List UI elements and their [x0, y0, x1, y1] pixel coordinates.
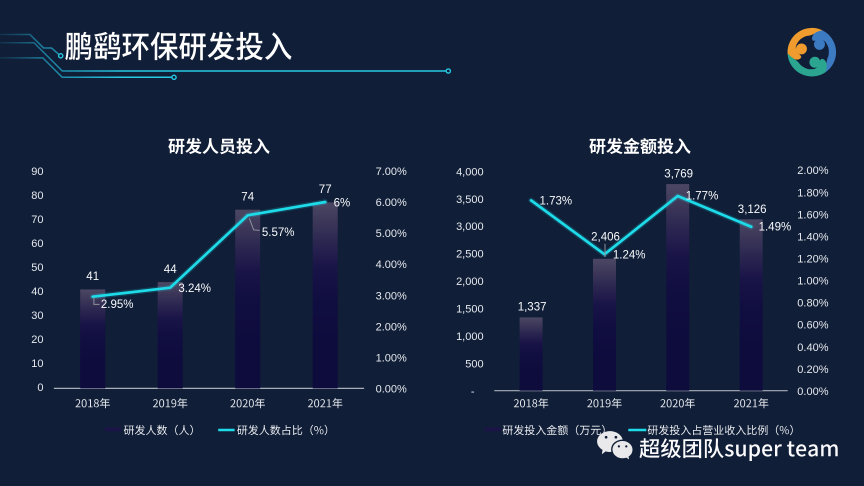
svg-text:3,500: 3,500 [456, 194, 484, 206]
svg-text:74: 74 [241, 191, 254, 203]
svg-text:1,500: 1,500 [456, 304, 484, 316]
svg-text:0.00%: 0.00% [376, 384, 407, 396]
svg-text:3.00%: 3.00% [376, 290, 407, 302]
svg-text:41: 41 [86, 271, 99, 283]
svg-text:3.24%: 3.24% [178, 283, 211, 295]
svg-text:-: - [471, 386, 475, 398]
svg-text:1,337: 1,337 [518, 302, 547, 314]
svg-text:6.00%: 6.00% [376, 197, 407, 209]
svg-text:1.00%: 1.00% [376, 353, 407, 365]
svg-text:90: 90 [31, 166, 43, 178]
svg-text:3,769: 3,769 [664, 168, 693, 180]
svg-text:77: 77 [319, 184, 332, 196]
svg-text:1.73%: 1.73% [540, 195, 573, 207]
svg-text:3,000: 3,000 [456, 221, 484, 233]
svg-text:30: 30 [31, 310, 43, 322]
svg-text:0.60%: 0.60% [797, 320, 828, 332]
svg-text:1,000: 1,000 [456, 331, 484, 343]
svg-text:500: 500 [465, 359, 483, 371]
svg-text:1.80%: 1.80% [797, 187, 828, 199]
svg-text:0.00%: 0.00% [797, 386, 828, 398]
svg-text:2,500: 2,500 [456, 249, 484, 261]
svg-text:2,000: 2,000 [456, 276, 484, 288]
svg-text:1.60%: 1.60% [797, 209, 828, 221]
svg-text:3,126: 3,126 [738, 204, 767, 216]
svg-text:0.40%: 0.40% [797, 342, 828, 354]
svg-text:1.77%: 1.77% [686, 191, 719, 203]
svg-text:50: 50 [31, 262, 43, 274]
svg-text:4.00%: 4.00% [376, 259, 407, 271]
svg-text:10: 10 [31, 358, 43, 370]
svg-text:1.49%: 1.49% [759, 221, 792, 233]
svg-text:70: 70 [31, 214, 43, 226]
svg-text:6%: 6% [334, 198, 351, 210]
svg-text:1.24%: 1.24% [613, 250, 646, 262]
svg-text:1.20%: 1.20% [797, 254, 828, 266]
svg-text:44: 44 [164, 264, 177, 276]
svg-text:0.80%: 0.80% [797, 298, 828, 310]
svg-text:5.00%: 5.00% [376, 228, 407, 240]
svg-text:2.00%: 2.00% [797, 165, 828, 177]
svg-text:1.40%: 1.40% [797, 231, 828, 243]
svg-text:0: 0 [37, 382, 43, 394]
svg-text:2.00%: 2.00% [376, 321, 407, 333]
svg-text:1.00%: 1.00% [797, 276, 828, 288]
svg-text:7.00%: 7.00% [376, 166, 407, 178]
svg-text:0.20%: 0.20% [797, 364, 828, 376]
svg-text:80: 80 [31, 190, 43, 202]
svg-text:2,406: 2,406 [591, 232, 620, 244]
svg-text:40: 40 [31, 286, 43, 298]
svg-text:60: 60 [31, 238, 43, 250]
svg-text:20: 20 [31, 334, 43, 346]
svg-text:5.57%: 5.57% [262, 227, 295, 239]
svg-text:4,000: 4,000 [456, 166, 484, 178]
svg-text:2.95%: 2.95% [101, 299, 134, 311]
